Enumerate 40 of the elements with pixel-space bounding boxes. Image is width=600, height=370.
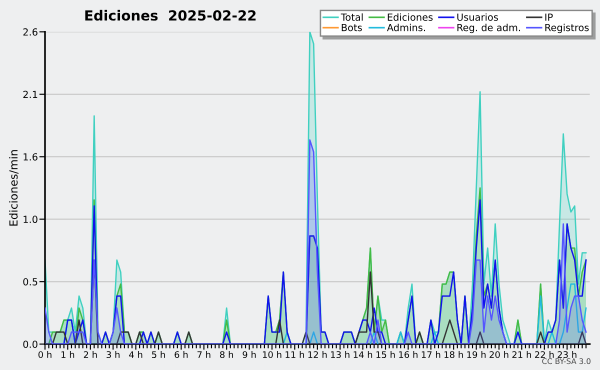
y-tick-label: 1.0 xyxy=(24,216,38,224)
y-tick-label: 0.5 xyxy=(23,278,38,286)
x-tick-label: 8 h xyxy=(220,351,233,358)
y-tick-label: 1.6 xyxy=(24,153,38,161)
legend-label: Admins. xyxy=(386,24,425,32)
x-tick-label: 20 h xyxy=(490,351,508,358)
legend-label: Usuarios xyxy=(457,13,498,21)
x-tick-label: 22 h xyxy=(535,351,554,358)
x-tick-label: 6 h xyxy=(174,351,188,358)
y-tick-label: 0.0 xyxy=(23,340,38,348)
y-tick-label: 2.1 xyxy=(23,90,38,98)
legend-label: Bots xyxy=(342,24,362,32)
x-tick-label: 10 h xyxy=(262,351,282,358)
x-tick-label: 7 h xyxy=(197,351,210,358)
chart-title: Ediciones 2025-02-22 xyxy=(85,10,256,21)
x-tick-label: 1 h xyxy=(62,351,74,358)
x-tick-label: 2 h xyxy=(84,351,97,358)
legend-label: Reg. de adm. xyxy=(457,24,520,34)
x-tick-label: 14 h xyxy=(354,351,372,358)
x-tick-label: 21 h xyxy=(512,351,531,358)
x-tick-label: 17 h xyxy=(422,351,440,358)
x-tick-label: 0 h xyxy=(38,351,52,358)
x-tick-label: 3 h xyxy=(106,351,120,358)
x-tick-label: 5 h xyxy=(152,351,165,358)
legend-label: Total xyxy=(340,13,363,21)
x-tick-label: 19 h xyxy=(467,351,486,358)
x-tick-label: 12 h xyxy=(308,351,327,358)
legend-label: Registros xyxy=(545,24,589,34)
y-axis-title: Ediciones/min xyxy=(9,150,19,226)
x-tick-label: 18 h xyxy=(444,351,463,358)
x-tick-label: 13 h xyxy=(331,351,350,358)
y-tick-label: 2.6 xyxy=(23,28,38,36)
x-tick-label: 15 h xyxy=(376,351,395,358)
legend-label: Ediciones xyxy=(388,13,433,21)
legend-label: IP xyxy=(545,14,553,21)
x-tick-label: 4 h xyxy=(129,351,142,358)
x-tick-label: 23 h xyxy=(558,351,576,358)
x-tick-label: 16 h xyxy=(399,351,418,358)
x-tick-label: 9 h xyxy=(242,351,256,358)
x-tick-label: 11 h xyxy=(286,351,304,358)
